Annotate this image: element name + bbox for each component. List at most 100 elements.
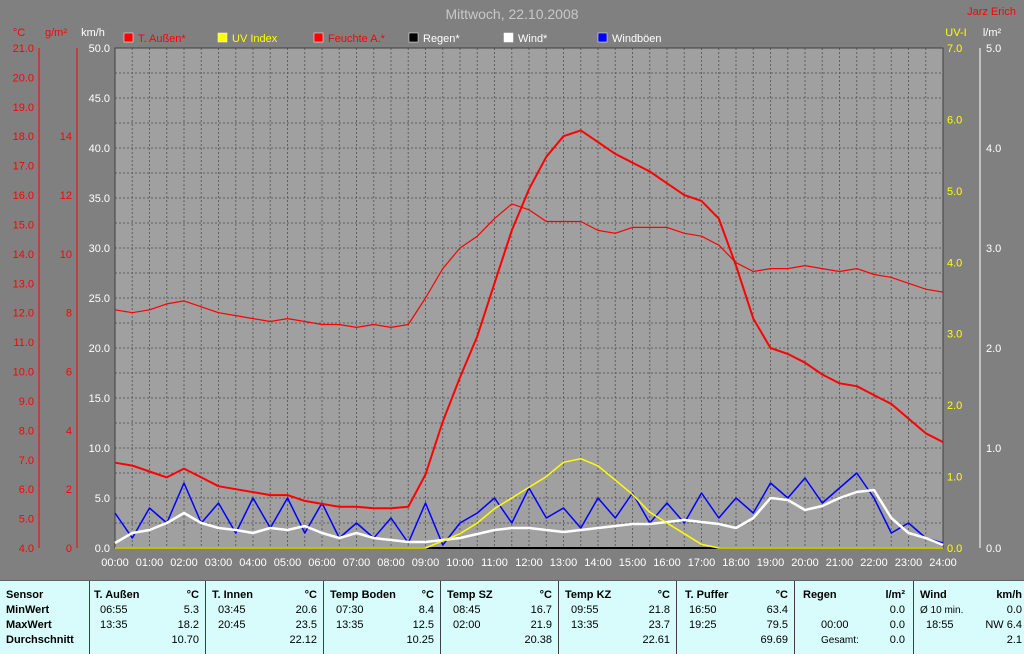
- average-value: 22.12: [289, 634, 317, 646]
- temp-axis-tick: 15.0: [13, 219, 34, 231]
- legend-swatch: [408, 32, 419, 43]
- max-time: 20:45: [218, 619, 246, 631]
- x-tick-label: 13:00: [550, 557, 578, 569]
- temp-axis-tick: 18.0: [13, 131, 34, 143]
- average-value: 20.38: [524, 634, 552, 646]
- stats-column-taussen: T. Außen °C 06:55 5.3 13:35 18.2 10.70: [90, 581, 206, 654]
- min-time: 07:30: [336, 604, 364, 616]
- x-tick-label: 12:00: [515, 557, 543, 569]
- temp-axis-tick: 17.0: [13, 161, 34, 173]
- legend-swatch: [217, 32, 228, 43]
- x-tick-label: 03:00: [205, 557, 233, 569]
- uv-axis-tick: 2.0: [947, 400, 962, 412]
- x-tick-label: 15:00: [619, 557, 647, 569]
- sensor-name: Temp SZ: [447, 589, 493, 601]
- uv-axis-unit: UV-I: [945, 27, 966, 39]
- stats-column-tinnen: T. Innen °C 03:45 20.6 20:45 23.5 22.12: [206, 581, 324, 654]
- sensor-unit: °C: [304, 589, 317, 601]
- sensor-unit: °C: [775, 589, 788, 601]
- uv-axis-tick: 7.0: [947, 43, 962, 55]
- wind-axis-tick: 20.0: [89, 343, 110, 355]
- temp-axis-tick: 11.0: [13, 337, 34, 349]
- x-tick-label: 02:00: [170, 557, 198, 569]
- uv-axis-tick: 3.0: [947, 329, 962, 341]
- humidity-axis-tick: 2: [66, 484, 72, 496]
- rain-row1-value: 0.0: [889, 604, 905, 616]
- temp-axis-tick: 13.0: [13, 278, 34, 290]
- min-value: 21.8: [648, 604, 670, 616]
- wind-row1-label: Ø 10 min.: [920, 605, 964, 616]
- x-tick-label: 11:00: [481, 557, 508, 569]
- temp-axis-tick: 6.0: [19, 484, 34, 496]
- uv-axis-tick: 5.0: [947, 186, 962, 198]
- weather-chart: 00:00 01:00 02:00 03:00 04:00 05:00 06:00 07:00…: [13, 27, 1002, 569]
- sensor-unit: °C: [421, 589, 434, 601]
- x-tick-label: 16:00: [653, 557, 681, 569]
- legend-swatch: [313, 32, 324, 43]
- x-tick-label: 17:00: [688, 557, 716, 569]
- average-value: 10.25: [406, 634, 434, 646]
- min-value: 20.6: [295, 604, 317, 616]
- stats-column-wind: Wind km/h Ø 10 min. 0.0 18:55 NW 6.4 2.1: [914, 581, 1024, 654]
- humidity-axis-tick: 14: [60, 131, 72, 143]
- min-value: 8.4: [418, 604, 434, 616]
- rain-axis-tick: 3.0: [986, 243, 1001, 255]
- humidity-axis-tick: 10: [60, 249, 72, 261]
- rain-axis-tick: 5.0: [986, 43, 1001, 55]
- sensor-name: Temp Boden: [330, 589, 396, 601]
- stats-column-regen: Regen l/m² 0.0 00:00 0.0 Gesamt: 0.0: [795, 581, 914, 654]
- series-line-wind: [114, 488, 944, 547]
- max-value: 21.9: [530, 619, 552, 631]
- x-tick-label: 21:00: [826, 557, 854, 569]
- x-tick-label: 08:00: [377, 557, 405, 569]
- sensor-unit: °C: [539, 589, 552, 601]
- x-tick-label: 06:00: [308, 557, 336, 569]
- wind-axis-unit: km/h: [81, 27, 105, 39]
- max-value: 79.5: [766, 619, 788, 631]
- sensor-name: Wind: [920, 589, 947, 601]
- sensor-unit: l/m²: [885, 589, 905, 601]
- sensor-unit: °C: [657, 589, 670, 601]
- legend-swatch: [123, 32, 134, 43]
- row-label-max: MaxWert: [6, 619, 52, 631]
- min-value: 16.7: [530, 604, 552, 616]
- wind-axis-tick: 40.0: [89, 143, 110, 155]
- x-tick-label: 23:00: [895, 557, 923, 569]
- stats-label-column: Sensor MinWert MaxWert Durchschnitt: [0, 581, 90, 654]
- min-time: 03:45: [218, 604, 246, 616]
- humidity-axis-tick: 6: [66, 367, 72, 379]
- rain-axis-tick: 2.0: [986, 343, 1001, 355]
- average-value: 22.61: [642, 634, 670, 646]
- series-line-uv-index: [115, 457, 943, 549]
- wind-axis-tick: 15.0: [89, 393, 110, 405]
- wind-row3-value: 2.1: [1006, 634, 1022, 646]
- temp-axis-tick: 12.0: [13, 308, 34, 320]
- rain-axis-tick: 0.0: [986, 543, 1001, 555]
- sensor-unit: °C: [186, 589, 199, 601]
- stats-column-tpuffer: T. Puffer °C 16:50 63.4 19:25 79.5 69.69: [677, 581, 795, 654]
- x-tick-label: 24:00: [929, 557, 957, 569]
- temp-axis-tick: 21.0: [13, 43, 34, 55]
- max-value: 18.2: [177, 619, 199, 631]
- temp-axis-tick: 16.0: [13, 190, 34, 202]
- uv-axis-tick: 4.0: [947, 257, 962, 269]
- rain-row3-value: 0.0: [889, 634, 905, 646]
- temp-axis-tick: 5.0: [19, 514, 34, 526]
- x-tick-label: 07:00: [343, 557, 371, 569]
- rain-row2-value: 0.0: [889, 619, 905, 631]
- legend-label: Feuchte A.*: [328, 33, 386, 45]
- legend-label: UV Index: [232, 33, 278, 45]
- wind-axis-tick: 30.0: [89, 243, 110, 255]
- rain-axis-tick: 1.0: [986, 443, 1001, 455]
- temp-axis-unit: °C: [13, 27, 25, 39]
- wind-axis-tick: 45.0: [89, 93, 110, 105]
- temp-axis-tick: 7.0: [19, 455, 34, 467]
- legend-swatch: [503, 32, 514, 43]
- wind-axis-tick: 0.0: [95, 543, 110, 555]
- series-line-feuchte-a: [114, 203, 944, 328]
- legend-label: T. Außen*: [138, 33, 186, 45]
- wind-row2-value: NW 6.4: [985, 619, 1022, 631]
- uv-axis-tick: 1.0: [947, 472, 962, 484]
- rain-axis-tick: 4.0: [986, 143, 1001, 155]
- stats-column-tempsz: Temp SZ °C 08:45 16.7 02:00 21.9 20.38: [441, 581, 559, 654]
